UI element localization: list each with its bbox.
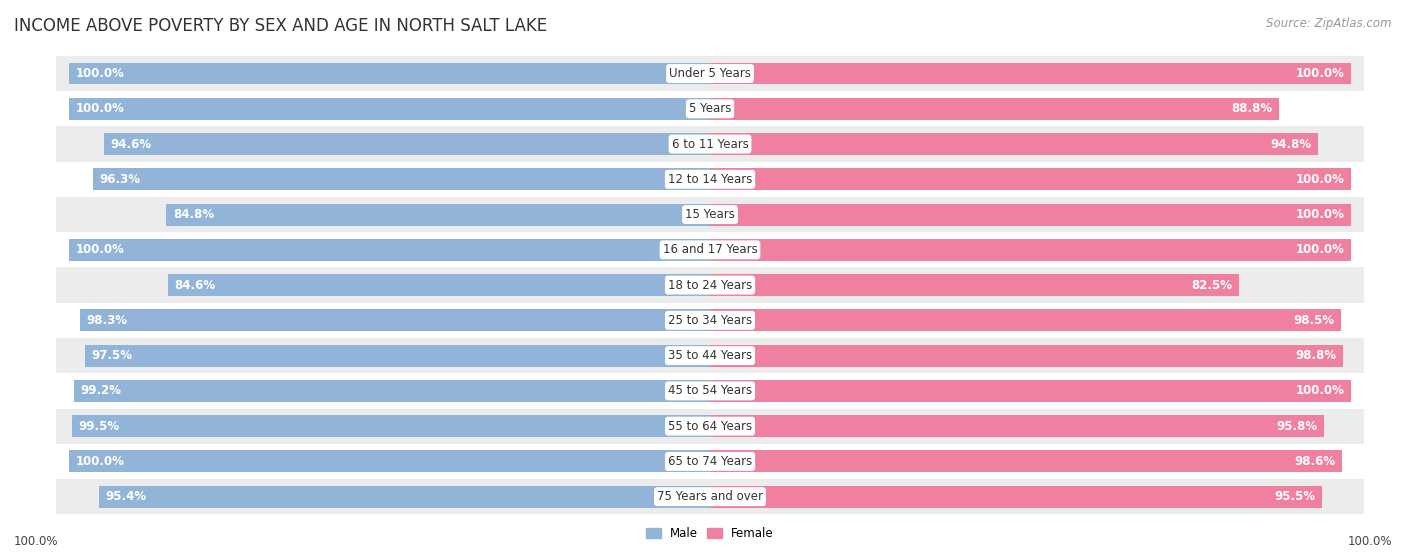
- Bar: [710, 168, 1351, 190]
- Text: 98.8%: 98.8%: [1296, 349, 1337, 362]
- Text: 100.0%: 100.0%: [76, 243, 124, 257]
- Text: 18 to 24 Years: 18 to 24 Years: [668, 278, 752, 292]
- Text: 84.8%: 84.8%: [173, 208, 214, 221]
- Text: Source: ZipAtlas.com: Source: ZipAtlas.com: [1267, 17, 1392, 30]
- Bar: [56, 232, 1364, 267]
- Text: 16 and 17 Years: 16 and 17 Years: [662, 243, 758, 257]
- Text: 55 to 64 Years: 55 to 64 Years: [668, 420, 752, 433]
- Text: 25 to 34 Years: 25 to 34 Years: [668, 314, 752, 327]
- Text: 98.5%: 98.5%: [1294, 314, 1334, 327]
- Text: 84.6%: 84.6%: [174, 278, 215, 292]
- Bar: [56, 409, 1364, 444]
- Bar: [56, 479, 1364, 514]
- Text: 96.3%: 96.3%: [100, 173, 141, 186]
- Text: 100.0%: 100.0%: [1296, 67, 1344, 80]
- Bar: [56, 373, 1364, 409]
- Bar: [72, 415, 710, 437]
- Bar: [710, 486, 1322, 508]
- Text: 12 to 14 Years: 12 to 14 Years: [668, 173, 752, 186]
- Bar: [69, 239, 710, 260]
- Text: 100.0%: 100.0%: [76, 102, 124, 115]
- Text: 100.0%: 100.0%: [1296, 243, 1344, 257]
- Text: 6 to 11 Years: 6 to 11 Years: [672, 138, 748, 150]
- Bar: [80, 310, 710, 331]
- Bar: [56, 56, 1364, 91]
- Text: 99.2%: 99.2%: [80, 385, 121, 397]
- Bar: [98, 486, 710, 508]
- Bar: [710, 203, 1351, 225]
- Text: 65 to 74 Years: 65 to 74 Years: [668, 455, 752, 468]
- Bar: [56, 126, 1364, 162]
- Bar: [56, 197, 1364, 232]
- Bar: [56, 338, 1364, 373]
- Text: INCOME ABOVE POVERTY BY SEX AND AGE IN NORTH SALT LAKE: INCOME ABOVE POVERTY BY SEX AND AGE IN N…: [14, 17, 547, 35]
- Bar: [56, 303, 1364, 338]
- Bar: [710, 239, 1351, 260]
- Text: 100.0%: 100.0%: [76, 67, 124, 80]
- Bar: [166, 203, 710, 225]
- Bar: [710, 133, 1317, 155]
- Bar: [710, 98, 1279, 120]
- Legend: Male, Female: Male, Female: [641, 523, 779, 545]
- Text: 15 Years: 15 Years: [685, 208, 735, 221]
- Text: 100.0%: 100.0%: [1296, 173, 1344, 186]
- Bar: [710, 451, 1343, 472]
- Bar: [69, 451, 710, 472]
- Text: 95.4%: 95.4%: [105, 490, 146, 503]
- Bar: [93, 168, 710, 190]
- Text: 99.5%: 99.5%: [79, 420, 120, 433]
- Bar: [710, 380, 1351, 402]
- Bar: [56, 444, 1364, 479]
- Text: 100.0%: 100.0%: [1296, 208, 1344, 221]
- Text: 98.6%: 98.6%: [1295, 455, 1336, 468]
- Text: 75 Years and over: 75 Years and over: [657, 490, 763, 503]
- Text: 95.8%: 95.8%: [1277, 420, 1317, 433]
- Bar: [104, 133, 710, 155]
- Text: 88.8%: 88.8%: [1232, 102, 1272, 115]
- Text: 82.5%: 82.5%: [1191, 278, 1233, 292]
- Text: Under 5 Years: Under 5 Years: [669, 67, 751, 80]
- Bar: [710, 274, 1239, 296]
- Bar: [75, 380, 710, 402]
- Text: 45 to 54 Years: 45 to 54 Years: [668, 385, 752, 397]
- Text: 94.6%: 94.6%: [110, 138, 152, 150]
- Bar: [56, 162, 1364, 197]
- Text: 100.0%: 100.0%: [1296, 385, 1344, 397]
- Text: 100.0%: 100.0%: [76, 455, 124, 468]
- Bar: [69, 98, 710, 120]
- Text: 35 to 44 Years: 35 to 44 Years: [668, 349, 752, 362]
- Text: 5 Years: 5 Years: [689, 102, 731, 115]
- Bar: [86, 345, 710, 367]
- Bar: [56, 91, 1364, 126]
- Text: 94.8%: 94.8%: [1270, 138, 1312, 150]
- Bar: [56, 267, 1364, 303]
- Bar: [710, 63, 1351, 84]
- Bar: [167, 274, 710, 296]
- Text: 100.0%: 100.0%: [1347, 535, 1392, 548]
- Text: 97.5%: 97.5%: [91, 349, 132, 362]
- Bar: [710, 310, 1341, 331]
- Text: 95.5%: 95.5%: [1275, 490, 1316, 503]
- Bar: [710, 345, 1343, 367]
- Text: 100.0%: 100.0%: [14, 535, 59, 548]
- Bar: [710, 415, 1324, 437]
- Text: 98.3%: 98.3%: [86, 314, 128, 327]
- Bar: [69, 63, 710, 84]
